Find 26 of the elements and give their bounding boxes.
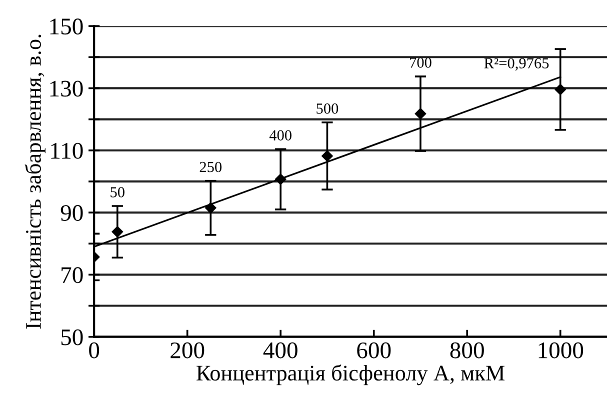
annotation: 250 [200,162,222,172]
point [112,226,124,238]
x-axis-title: Концентрація бісфенолу А, мкМ [196,364,505,386]
y-tick-label: 70 [62,267,83,284]
point [414,108,426,120]
point [274,174,286,185]
point [205,202,216,214]
annotation: 400 [269,130,292,140]
point [322,150,333,162]
y-axis-title: Інтенсивність забарвлення, в.о. [24,34,46,329]
x-tick-label: 0 [89,342,100,358]
y-tick-label: 50 [61,329,83,346]
y-tick-label: 110 [51,142,83,159]
x-tick-label: 800 [450,342,484,358]
annotation: 50 [110,187,124,198]
x-tick-label: 200 [170,342,204,358]
y-tick-label: 150 [50,18,83,34]
x-tick-label: 400 [263,342,298,358]
annotation: 500 [316,103,338,114]
annotation: 700 [410,57,432,68]
annotation: R²=0,9765 [484,58,549,71]
y-tick-label: 130 [50,80,83,97]
x-tick-label: 600 [357,342,391,358]
point [554,84,566,96]
y-tick-label: 90 [60,205,83,221]
x-tick-label: 1000 [538,342,584,358]
